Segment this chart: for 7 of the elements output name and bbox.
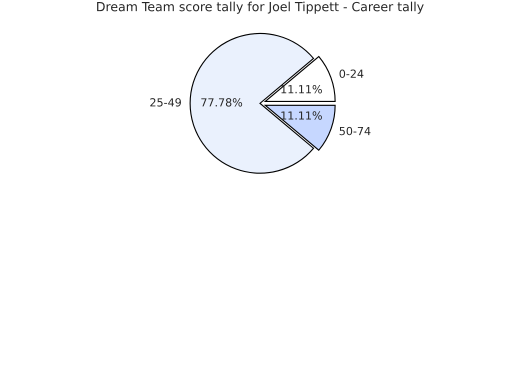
data-label: 11.11%: [281, 111, 322, 120]
slice-label: 50-74: [340, 126, 370, 136]
slice-label: 0-24: [340, 69, 364, 78]
slice-label: 25-49: [150, 98, 181, 107]
data-label: 11.11%: [281, 85, 322, 94]
data-label: 77.78%: [201, 98, 242, 107]
chart-title: Dream Team score tally for Joel Tippett - Career tally: [97, 2, 424, 14]
